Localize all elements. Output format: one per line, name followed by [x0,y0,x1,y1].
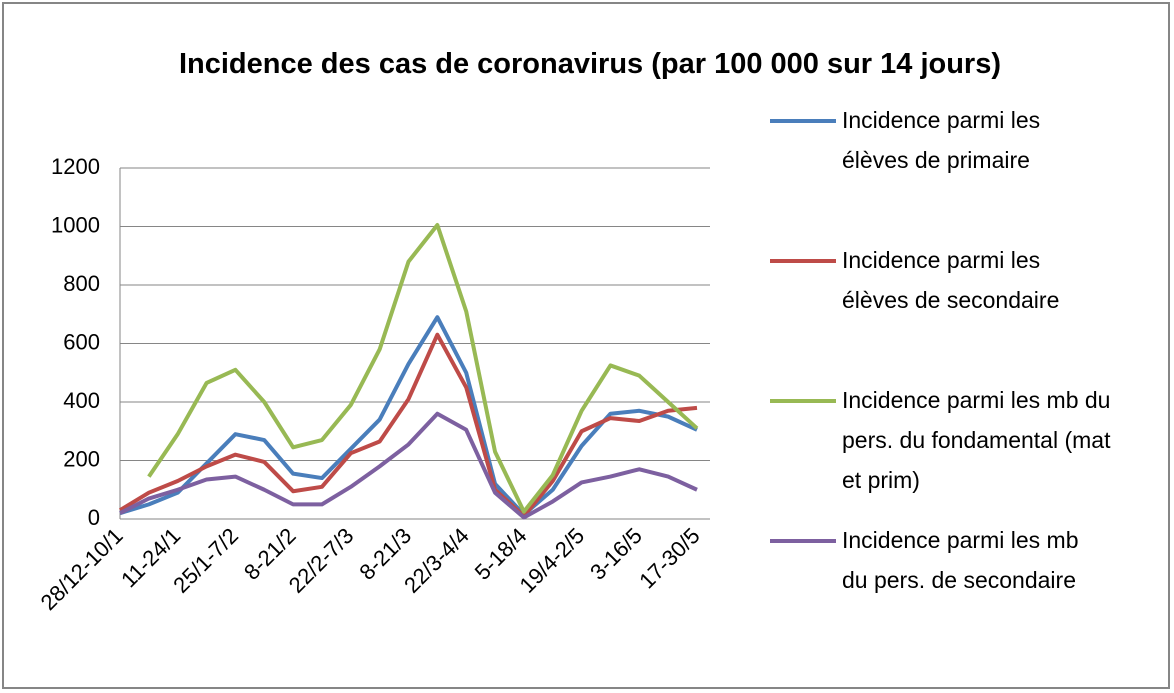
legend-label: Incidence parmi les mb du pers. du fonda… [842,387,1111,493]
x-tick-label: 28/12-10/1 [36,523,128,615]
chart-title: Incidence des cas de coronavirus (par 10… [178,48,1002,80]
series [147,223,699,514]
legend-swatch [770,259,836,263]
legend-label: Incidence parmi les mb du pers. de secon… [842,527,1079,593]
y-tick-label: 1200 [51,154,100,179]
y-tick-label: 1000 [51,212,100,237]
data-line [119,411,698,520]
y-tick-label: 0 [88,505,100,530]
x-tick-label: 22/3-4/4 [399,523,474,598]
y-tick-label: 800 [63,271,100,296]
x-tick-label: 19/4-2/5 [514,523,589,598]
data-line [119,315,698,517]
series [119,411,698,520]
legend-label: Incidence parmi les élèves de secondaire [842,247,1060,313]
y-tick-label: 200 [63,446,100,471]
data-line [118,332,698,519]
series [119,315,698,517]
legend-label: Incidence parmi les élèves de primaire [842,107,1041,173]
legend-swatch [770,539,836,543]
y-tick-label: 600 [63,329,100,354]
y-tick-label: 400 [63,388,100,413]
x-tick-label: 25/1-7/2 [168,523,243,598]
data-line [147,223,699,514]
legend-swatch [770,399,836,403]
legend-item: Incidence parmi les mb du pers. de secon… [770,520,1160,600]
x-tick-label: 17-30/5 [634,523,704,593]
legend-item: Incidence parmi les élèves de secondaire [770,240,1160,320]
legend-item: Incidence parmi les élèves de primaire [770,100,1160,180]
x-tick-label: 22/2-7/3 [284,523,359,598]
series [118,332,698,519]
legend-item: Incidence parmi les mb du pers. du fonda… [770,380,1160,500]
legend-swatch [770,119,836,123]
